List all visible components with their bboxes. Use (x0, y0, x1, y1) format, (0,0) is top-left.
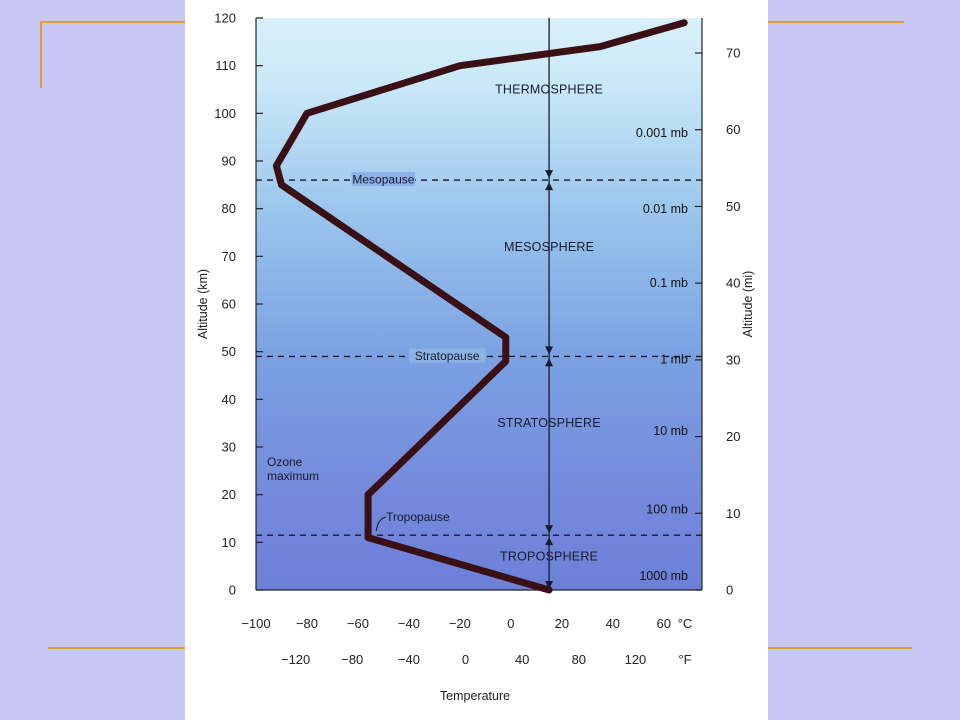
arrow-up-stratopause (545, 358, 554, 367)
layer-label-stratosphere: STRATOSPHERE (497, 416, 600, 430)
y-tick-label-mi: 60 (726, 122, 740, 137)
plot-area (256, 18, 702, 590)
x-tick-label-c: −60 (347, 616, 369, 631)
bottom-accent-line-right (768, 647, 912, 649)
tropopause-leader-line (375, 516, 387, 532)
temperature-profile-line (272, 19, 688, 594)
layer-label-thermosphere: THERMOSPHERE (495, 83, 603, 97)
pressure-label: 0.001 mb (636, 126, 688, 140)
y-tick-label-km: 50 (222, 344, 236, 359)
pressure-label: 100 mb (646, 502, 688, 516)
x-tick-label-f: −40 (398, 652, 420, 667)
arrow-up-mesopause (545, 182, 554, 191)
x-tick-label-c: −20 (449, 616, 471, 631)
x-unit-c: °C (678, 616, 693, 631)
y-tick-label-km: 60 (222, 297, 236, 312)
x-tick-label-c: −40 (398, 616, 420, 631)
x-tick-label-f: −120 (281, 652, 310, 667)
arrow-down-stratopause (545, 346, 554, 355)
y-tick-label-mi: 70 (726, 46, 740, 61)
pressure-label: 0.01 mb (643, 202, 688, 216)
y-tick-label-km: 90 (222, 154, 236, 169)
arrow-down-mesopause (545, 170, 554, 179)
x-tick-label-f: 80 (572, 652, 586, 667)
top-accent-line-left-vertical (40, 21, 42, 88)
pressure-label: 1 mb (660, 352, 688, 366)
y-tick-label-km: 10 (222, 535, 236, 550)
y-tick-label-mi: 40 (726, 276, 740, 291)
x-tick-label-c: 20 (555, 616, 569, 631)
ozone-maximum-label: Ozone (267, 455, 303, 469)
x-axis-title: Temperature (440, 689, 510, 703)
y-tick-label-km: 70 (222, 249, 236, 264)
y-tick-label-mi: 10 (726, 506, 740, 521)
x-tick-label-f: 120 (625, 652, 647, 667)
boundary-label-bg (408, 348, 486, 363)
y-tick-label-km: 20 (222, 487, 236, 502)
y-tick-label-km: 120 (214, 11, 236, 26)
x-tick-label-c: 60 (657, 616, 671, 631)
y-tick-label-mi: 0 (726, 583, 733, 598)
boundary-label-bg (351, 172, 416, 187)
y-tick-label-mi: 50 (726, 199, 740, 214)
x-unit-f: °F (678, 652, 691, 667)
x-tick-label-c: −100 (241, 616, 270, 631)
arrow-up-tropopause (545, 537, 554, 546)
y2-axis-title: Altitude (mi) (741, 271, 755, 338)
boundary-label-tropopause: Tropopause (386, 510, 450, 524)
y-tick-label-km: 80 (222, 201, 236, 216)
figure-frame: 0 10 20 30 40 50 60 70 80 90 100 110 120 0 10 20 30 40 50 6… (185, 0, 768, 720)
pressure-label: 10 mb (653, 424, 688, 438)
arrow-down-surface (545, 581, 554, 589)
atmosphere-temperature-chart: 0 10 20 30 40 50 60 70 80 90 100 110 120 0 10 20 30 40 50 6… (196, 11, 755, 704)
x-tick-label-c: 40 (606, 616, 620, 631)
x-tick-label-c: −80 (296, 616, 318, 631)
layer-label-troposphere: TROPOSPHERE (500, 550, 598, 564)
y-tick-label-km: 110 (215, 58, 236, 73)
top-accent-line-left (40, 21, 186, 23)
arrow-down-tropopause (545, 525, 554, 534)
y-axis-title: Altitude (km) (196, 269, 210, 339)
x-tick-label-f: 0 (462, 652, 469, 667)
x-tick-label-f: −80 (341, 652, 363, 667)
pressure-label: 0.1 mb (650, 276, 688, 290)
x-tick-label-c: 0 (507, 616, 514, 631)
top-accent-line-right (768, 21, 904, 23)
x-tick-label-f: 40 (515, 652, 529, 667)
y-tick-label-mi: 20 (726, 429, 740, 444)
boundary-label-stratopause: Stratopause (415, 349, 480, 363)
y-tick-label-mi: 30 (726, 352, 740, 367)
layer-label-mesosphere: MESOSPHERE (504, 240, 594, 254)
y-tick-label-km: 40 (222, 392, 236, 407)
boundary-label-mesopause: Mesopause (352, 173, 414, 187)
y-tick-label-km: 0 (229, 583, 236, 598)
bottom-accent-line-left (48, 647, 186, 649)
ozone-maximum-label: maximum (267, 469, 319, 483)
pressure-label: 1000 mb (639, 569, 688, 583)
y-tick-label-km: 30 (222, 440, 236, 455)
y-tick-label-km: 100 (214, 106, 236, 121)
